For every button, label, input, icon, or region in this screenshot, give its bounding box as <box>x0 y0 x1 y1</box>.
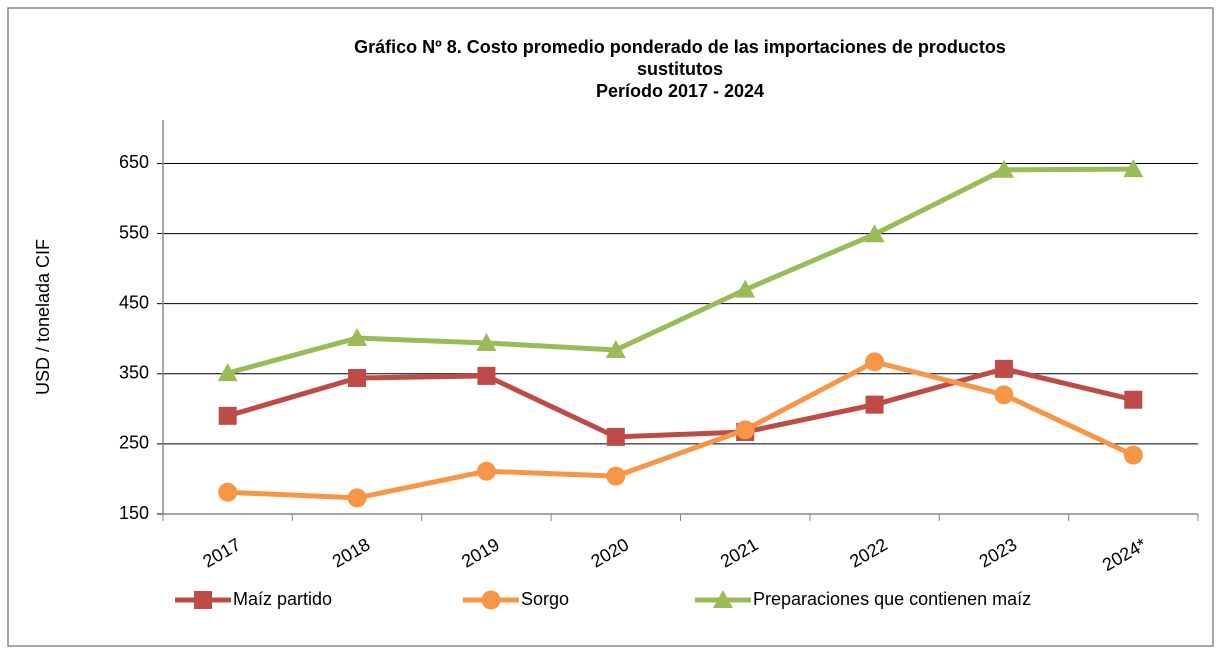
data-point <box>606 427 625 446</box>
y-tick-label: 650 <box>119 152 149 172</box>
data-point <box>864 224 885 243</box>
y-tick-label: 550 <box>119 222 149 242</box>
data-point <box>1124 390 1143 409</box>
y-tick-label: 350 <box>119 363 149 383</box>
data-point <box>477 366 496 385</box>
data-point <box>865 395 884 414</box>
y-tick-label: 150 <box>119 503 149 523</box>
data-point <box>347 328 368 347</box>
data-point <box>865 352 885 372</box>
y-axis-label: USD / tonelada CIF <box>33 239 53 395</box>
data-point <box>347 488 367 508</box>
legend-marker <box>713 590 733 608</box>
y-tick-label: 250 <box>119 433 149 453</box>
data-point <box>218 482 238 502</box>
data-point <box>1123 159 1144 178</box>
data-point <box>217 363 238 382</box>
legend-label: Preparaciones que contienen maíz <box>753 589 1031 609</box>
legend-marker <box>194 591 212 609</box>
data-point <box>476 461 496 481</box>
data-point <box>994 385 1014 405</box>
chart-title: sustitutos <box>637 59 723 79</box>
chart-subtitle: Período 2017 - 2024 <box>596 81 764 101</box>
data-point <box>994 359 1013 378</box>
series-line <box>227 166 1134 376</box>
data-point <box>348 368 367 387</box>
data-point <box>606 466 626 486</box>
chart-border <box>7 7 1214 647</box>
data-point <box>735 279 756 298</box>
y-tick-label: 450 <box>119 292 149 312</box>
legend-label: Maíz partido <box>233 589 332 609</box>
data-point <box>605 339 626 358</box>
data-point <box>1123 445 1143 465</box>
data-point <box>218 406 237 425</box>
chart-title: Gráfico Nº 8. Costo promedio ponderado d… <box>354 37 1006 57</box>
data-point <box>993 159 1014 178</box>
series-line <box>226 366 1134 440</box>
series-line <box>227 359 1135 501</box>
legend-label: Sorgo <box>521 589 569 609</box>
data-point <box>476 332 497 351</box>
legend-marker <box>481 590 501 610</box>
data-point <box>735 420 755 440</box>
